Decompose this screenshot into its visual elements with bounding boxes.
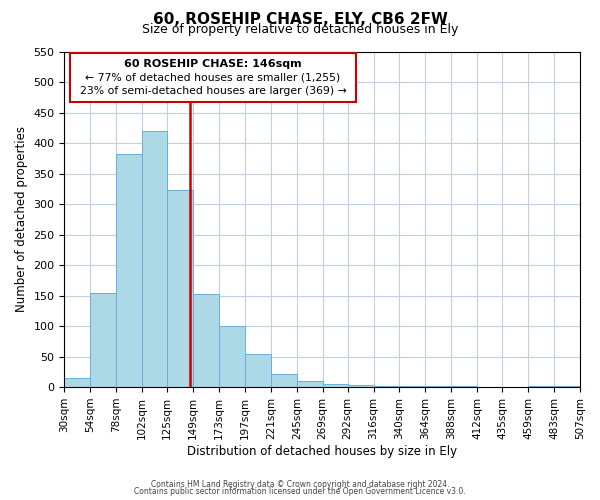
Bar xyxy=(347,386,374,387)
Text: 60, ROSEHIP CHASE, ELY, CB6 2FW: 60, ROSEHIP CHASE, ELY, CB6 2FW xyxy=(152,12,448,28)
Bar xyxy=(425,386,451,387)
Bar xyxy=(116,154,142,387)
Y-axis label: Number of detached properties: Number of detached properties xyxy=(15,126,28,312)
Bar xyxy=(245,354,271,387)
Bar xyxy=(451,386,478,387)
Bar xyxy=(400,386,425,387)
Bar xyxy=(323,384,347,387)
Text: Contains HM Land Registry data © Crown copyright and database right 2024.: Contains HM Land Registry data © Crown c… xyxy=(151,480,449,489)
Bar xyxy=(142,131,167,387)
Text: 23% of semi-detached houses are larger (369) →: 23% of semi-detached houses are larger (… xyxy=(80,86,346,97)
Bar xyxy=(219,326,245,387)
Bar xyxy=(297,381,323,387)
Bar xyxy=(64,378,91,387)
Text: ← 77% of detached houses are smaller (1,255): ← 77% of detached houses are smaller (1,… xyxy=(85,72,341,83)
Bar xyxy=(167,190,193,387)
FancyBboxPatch shape xyxy=(70,52,356,102)
Bar xyxy=(554,386,580,387)
Bar xyxy=(91,292,116,387)
Text: 60 ROSEHIP CHASE: 146sqm: 60 ROSEHIP CHASE: 146sqm xyxy=(124,58,302,68)
Text: Contains public sector information licensed under the Open Government Licence v3: Contains public sector information licen… xyxy=(134,487,466,496)
Bar xyxy=(528,386,554,387)
X-axis label: Distribution of detached houses by size in Ely: Distribution of detached houses by size … xyxy=(187,444,457,458)
Bar xyxy=(271,374,297,387)
Bar xyxy=(193,294,219,387)
Text: Size of property relative to detached houses in Ely: Size of property relative to detached ho… xyxy=(142,24,458,36)
Bar xyxy=(374,386,400,387)
